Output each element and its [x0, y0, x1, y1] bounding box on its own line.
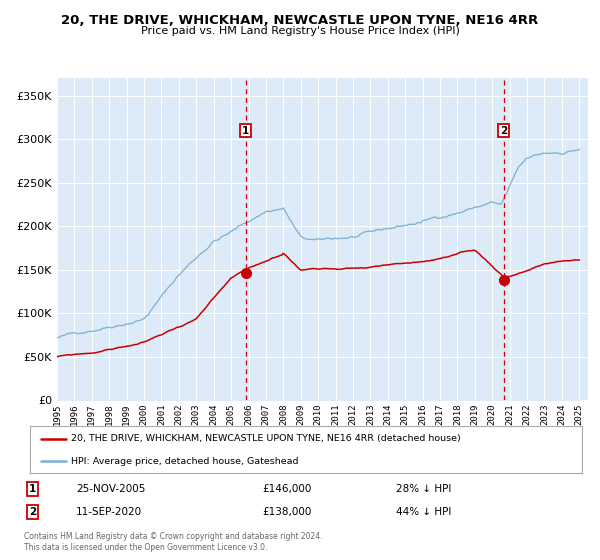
Text: 2: 2: [29, 507, 36, 517]
Text: 2: 2: [500, 125, 508, 136]
Text: 1: 1: [29, 484, 36, 493]
Text: 20, THE DRIVE, WHICKHAM, NEWCASTLE UPON TYNE, NE16 4RR: 20, THE DRIVE, WHICKHAM, NEWCASTLE UPON …: [61, 14, 539, 27]
Text: 1: 1: [242, 125, 249, 136]
Text: 28% ↓ HPI: 28% ↓ HPI: [397, 484, 452, 493]
Text: 11-SEP-2020: 11-SEP-2020: [76, 507, 142, 517]
Text: 20, THE DRIVE, WHICKHAM, NEWCASTLE UPON TYNE, NE16 4RR (detached house): 20, THE DRIVE, WHICKHAM, NEWCASTLE UPON …: [71, 435, 461, 444]
Text: £138,000: £138,000: [262, 507, 312, 517]
Text: HPI: Average price, detached house, Gateshead: HPI: Average price, detached house, Gate…: [71, 457, 299, 466]
Text: £146,000: £146,000: [262, 484, 312, 493]
Text: Contains HM Land Registry data © Crown copyright and database right 2024.
This d: Contains HM Land Registry data © Crown c…: [24, 532, 322, 552]
Text: 25-NOV-2005: 25-NOV-2005: [76, 484, 146, 493]
Text: Price paid vs. HM Land Registry's House Price Index (HPI): Price paid vs. HM Land Registry's House …: [140, 26, 460, 36]
Text: 44% ↓ HPI: 44% ↓ HPI: [397, 507, 452, 517]
